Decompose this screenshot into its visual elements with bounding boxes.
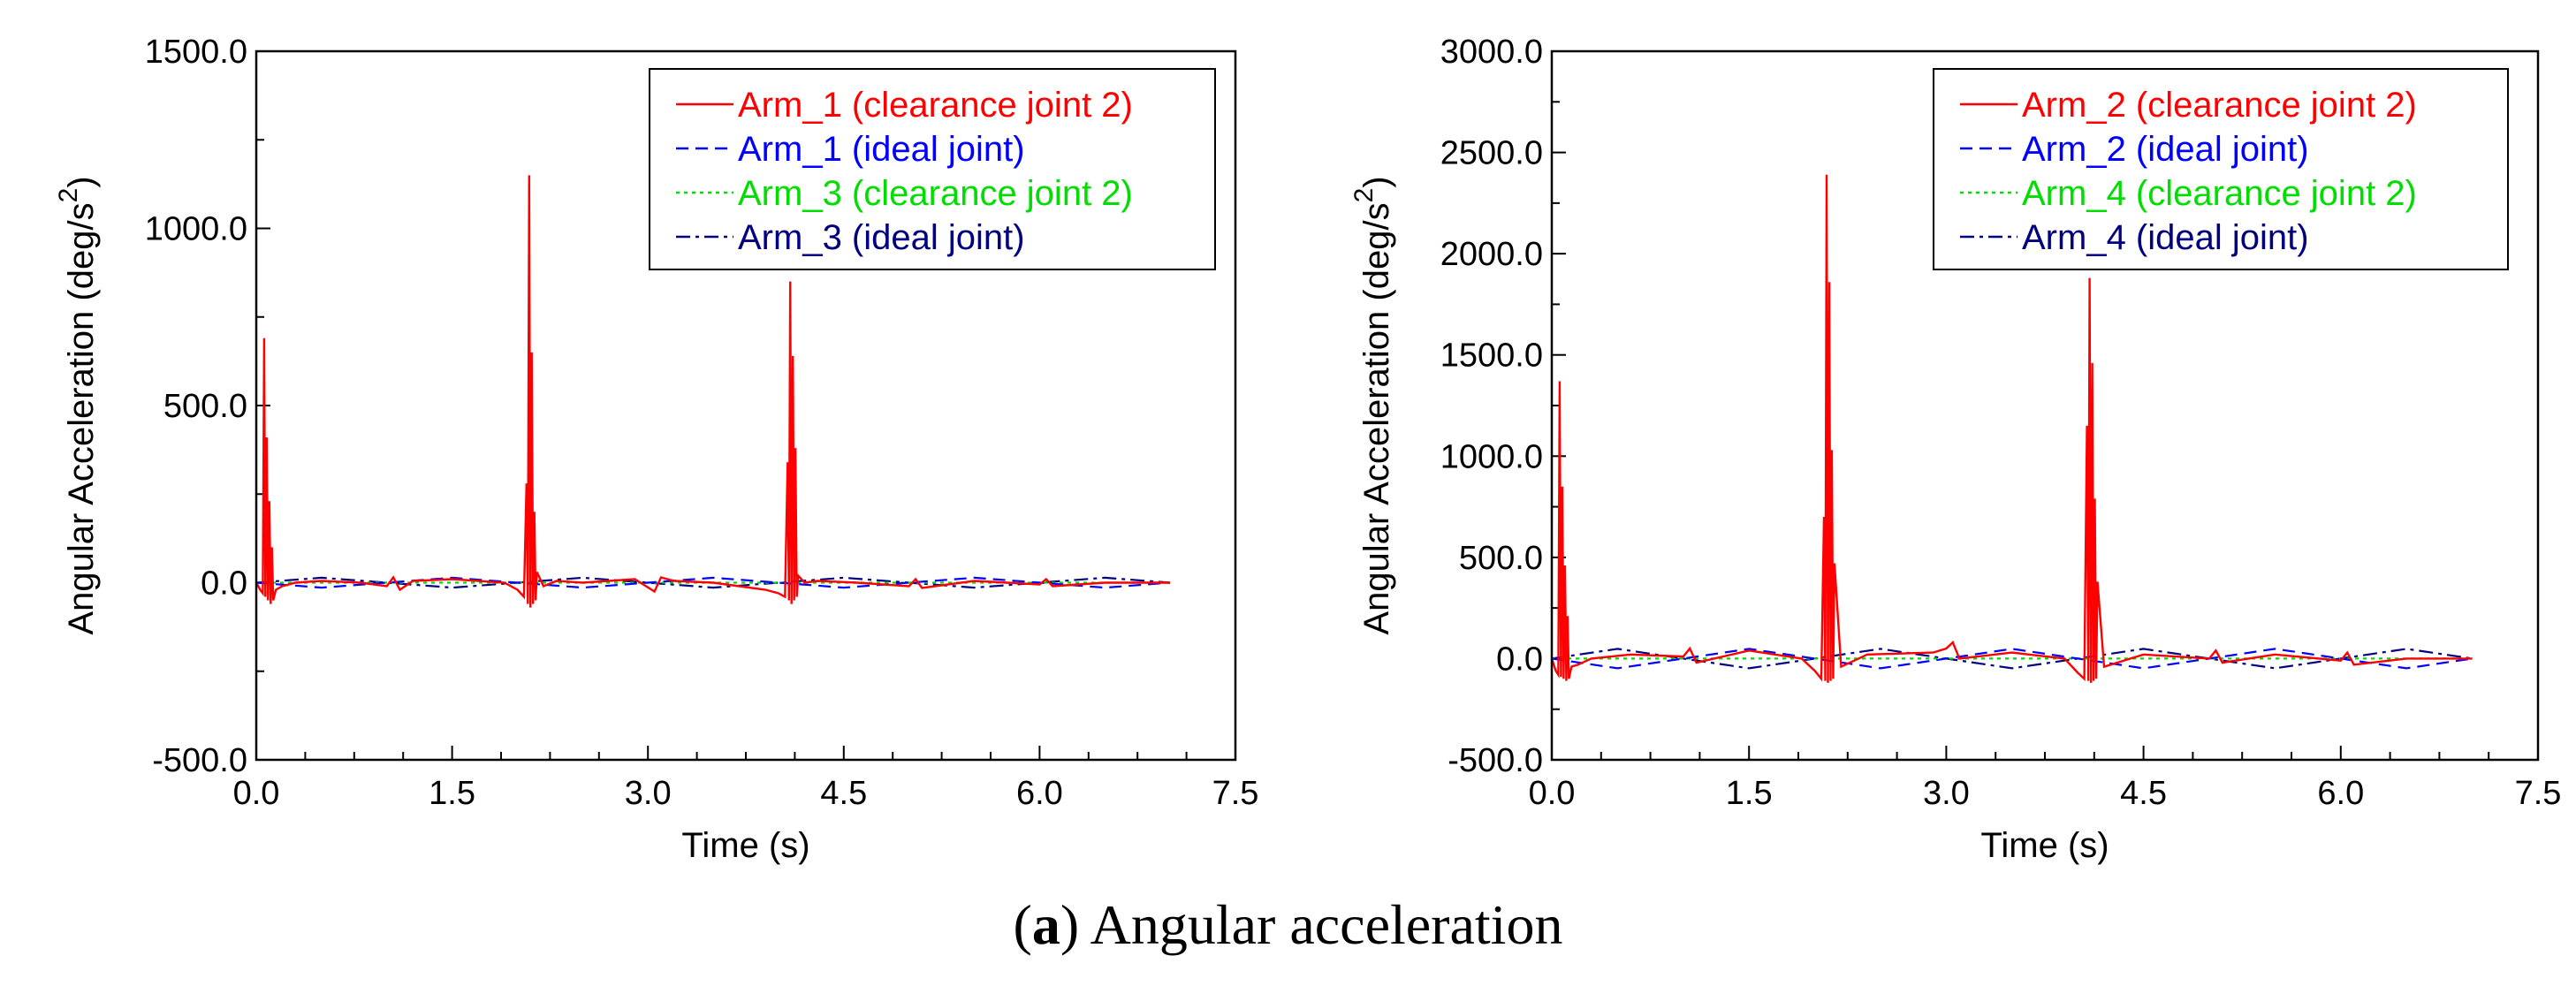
y-tick-label: 1000.0 — [145, 211, 247, 248]
plot-frame — [1550, 49, 2540, 762]
series-line — [1552, 648, 2473, 670]
y-tick-label: 0.0 — [201, 565, 247, 603]
legend-label: Arm_3 (ideal joint) — [738, 218, 1025, 257]
legend-label: Arm_4 (ideal joint) — [2022, 218, 2309, 257]
legend-box — [1933, 68, 2509, 270]
x-tick-label: 3.0 — [625, 775, 672, 812]
y-tick-label: 1000.0 — [1440, 438, 1543, 475]
y-tick-label: 500.0 — [163, 388, 247, 425]
series-line — [1552, 174, 2473, 683]
x-tick-label: 3.0 — [1923, 775, 1970, 812]
legend-label: Arm_2 (clearance joint 2) — [2022, 86, 2417, 125]
y-axis-label: Angular Acceleration (deg/s2) — [1349, 176, 1396, 634]
legend: Arm_2 (clearance joint 2) Arm_2 (ideal jo… — [1933, 68, 2509, 270]
x-tick-label: 6.0 — [2317, 775, 2364, 812]
x-axis-label: Time (s) — [1980, 826, 2109, 865]
x-tick-label: 1.5 — [1726, 775, 1773, 812]
y-tick-label: 2500.0 — [1440, 135, 1543, 172]
x-tick-label: 6.0 — [1016, 775, 1063, 812]
x-tick-label: 7.5 — [1212, 775, 1259, 812]
x-tick-label: 4.5 — [820, 775, 867, 812]
x-axis-label: Time (s) — [681, 826, 809, 865]
plot-area — [1552, 174, 2473, 683]
y-tick-label: 0.0 — [1496, 641, 1543, 678]
caption-letter: a — [1031, 893, 1060, 956]
caption-text: Angular acceleration — [1090, 893, 1563, 956]
legend-label: Arm_1 (clearance joint 2) — [738, 86, 1133, 125]
y-tick-label: -500.0 — [152, 742, 247, 779]
legend-label: Arm_1 (ideal joint) — [738, 130, 1025, 169]
legend-label: Arm_4 (clearance joint 2) — [2022, 174, 2417, 213]
legend-label: Arm_2 (ideal joint) — [2022, 130, 2309, 169]
series-line — [256, 175, 1171, 608]
x-tick-label: 1.5 — [429, 775, 475, 812]
y-axis-label: Angular Acceleration (deg/s2) — [54, 176, 101, 634]
plot-frame — [255, 49, 1237, 762]
figure-caption: (a) Angular acceleration — [1013, 893, 1563, 956]
y-tick-label: 1500.0 — [145, 34, 247, 71]
y-tick-label: -500.0 — [1448, 742, 1543, 779]
legend-box — [649, 68, 1216, 270]
chart-right: -500.00.0500.01000.01500.02000.02500.030… — [1349, 34, 2561, 865]
y-tick-label: 2000.0 — [1440, 236, 1543, 273]
series-line — [256, 576, 1171, 589]
y-tick-label: 500.0 — [1459, 540, 1543, 577]
x-tick-label: 4.5 — [2120, 775, 2167, 812]
x-tick-label: 0.0 — [1529, 775, 1576, 812]
legend: Arm_1 (clearance joint 2) Arm_1 (ideal jo… — [649, 68, 1216, 270]
x-tick-label: 0.0 — [233, 775, 280, 812]
y-tick-label: 3000.0 — [1440, 34, 1543, 71]
plot-area — [256, 175, 1171, 608]
y-tick-label: 1500.0 — [1440, 338, 1543, 375]
x-tick-label: 7.5 — [2515, 775, 2562, 812]
legend-label: Arm_3 (clearance joint 2) — [738, 174, 1133, 213]
